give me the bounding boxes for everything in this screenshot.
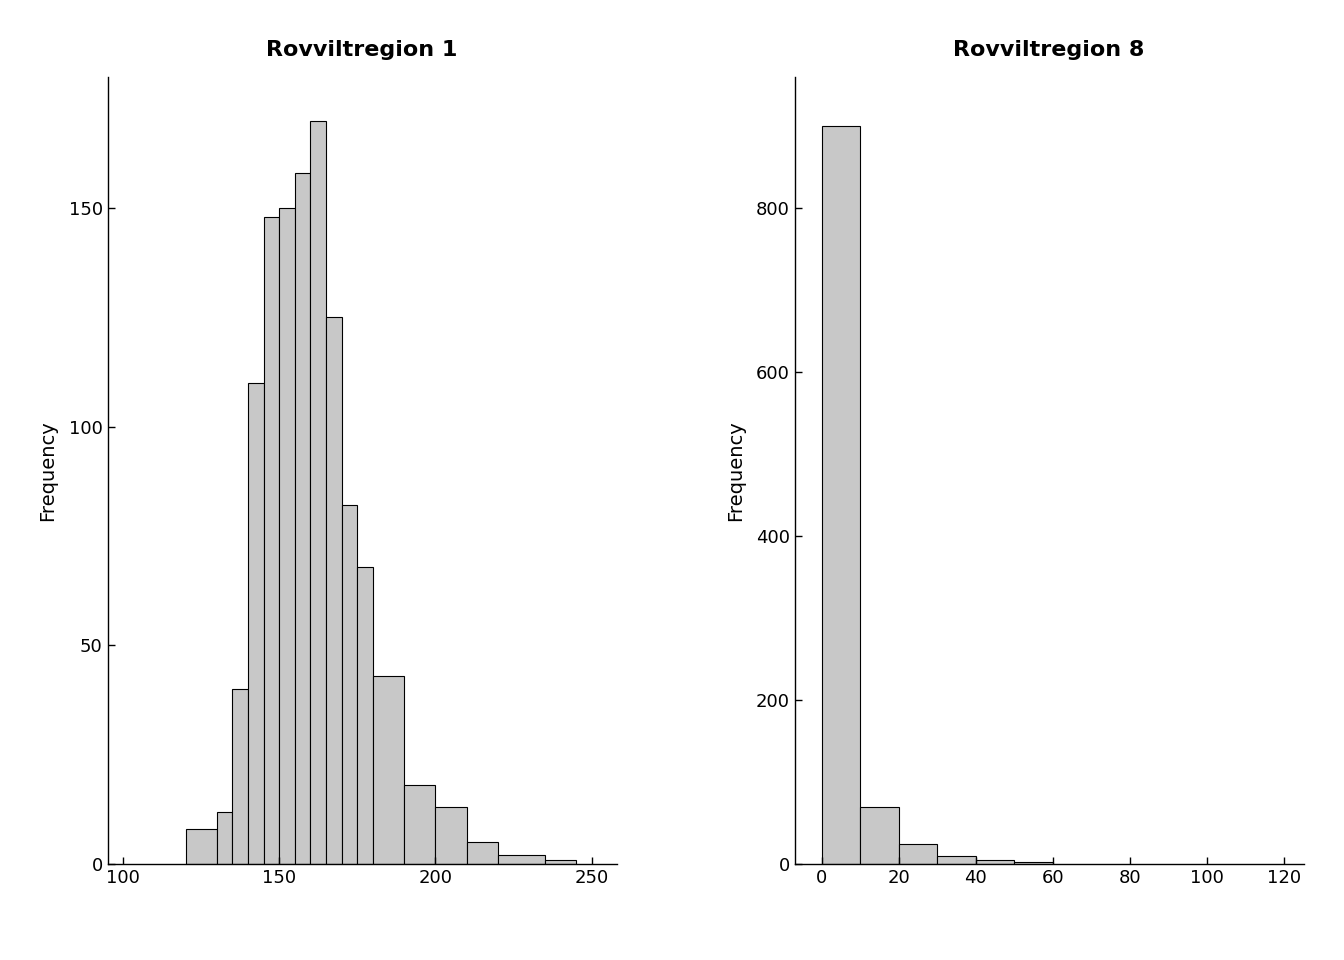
Bar — [185, 829, 216, 864]
Y-axis label: Frequency: Frequency — [39, 420, 58, 520]
Bar — [310, 121, 327, 864]
Bar — [249, 383, 263, 864]
Title: Rovviltregion 1: Rovviltregion 1 — [266, 40, 458, 60]
Bar — [341, 505, 358, 864]
Bar — [216, 811, 233, 864]
Bar — [860, 806, 899, 864]
Title: Rovviltregion 8: Rovviltregion 8 — [953, 40, 1145, 60]
Bar — [976, 860, 1015, 864]
Bar — [821, 126, 860, 864]
Bar — [497, 855, 544, 864]
Bar — [937, 855, 976, 864]
Bar — [544, 859, 577, 864]
Bar — [405, 785, 435, 864]
Bar — [466, 842, 497, 864]
Bar — [327, 318, 341, 864]
Bar — [294, 173, 310, 864]
Bar — [899, 844, 937, 864]
Bar — [435, 807, 466, 864]
Bar — [233, 689, 249, 864]
Bar — [263, 217, 280, 864]
Y-axis label: Frequency: Frequency — [726, 420, 745, 520]
Bar — [280, 208, 294, 864]
Bar — [372, 676, 405, 864]
Bar — [1015, 862, 1054, 864]
Bar — [358, 566, 372, 864]
